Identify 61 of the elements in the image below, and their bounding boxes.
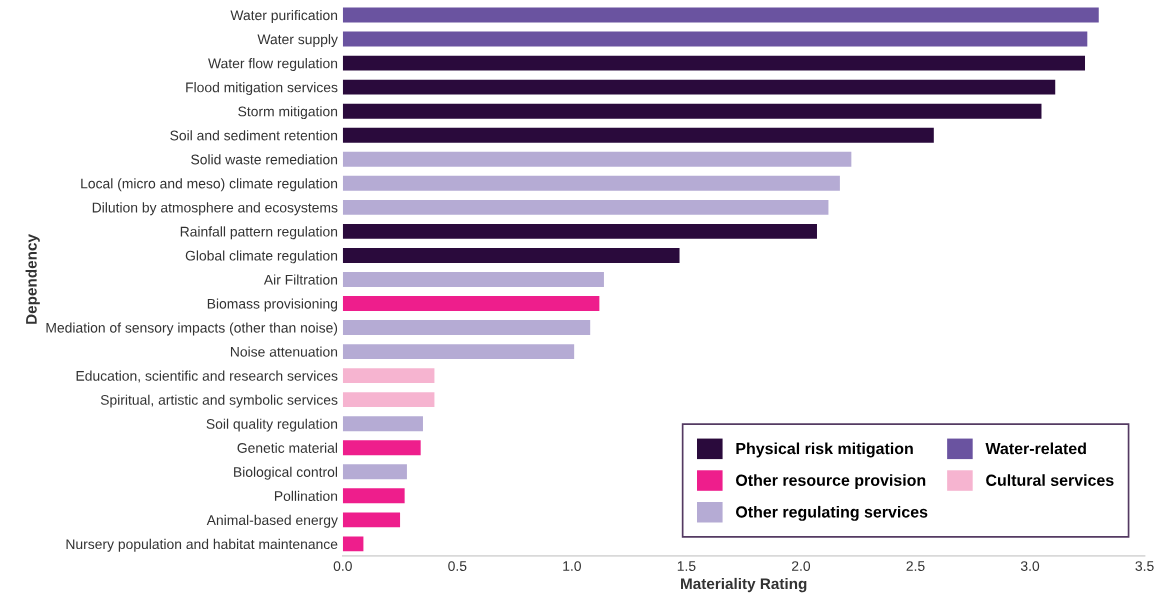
bar xyxy=(342,272,604,287)
y-tick-label: Global climate regulation xyxy=(185,250,338,264)
bar xyxy=(342,175,840,191)
y-tick-label: Air Filtration xyxy=(263,274,338,285)
y-tick-label: Dilution by atmosphere and ecosystems xyxy=(92,202,338,216)
y-tick-label: Soil quality regulation xyxy=(206,418,338,432)
y-tick-label: Nursery population and habitat maintenance xyxy=(66,538,338,552)
x-tick-label: 3.5 xyxy=(1135,561,1154,571)
y-tick-label: Water supply xyxy=(257,34,338,47)
x-axis-title: Materiality Rating xyxy=(681,577,807,593)
bar xyxy=(342,536,364,552)
bar xyxy=(342,199,829,215)
x-tick-label: 0.0 xyxy=(333,561,352,571)
bar xyxy=(342,55,1086,71)
bar xyxy=(342,79,1056,95)
bar xyxy=(342,103,1042,119)
y-tick-label: Local (micro and meso) climate regulation xyxy=(81,178,338,192)
legend-label: Water-related xyxy=(985,442,1086,455)
bar xyxy=(342,296,600,311)
bar xyxy=(342,320,591,335)
x-tick-label: 2.5 xyxy=(906,561,925,571)
x-tick-label: 1.5 xyxy=(677,561,696,571)
y-tick-label: Biomass provisioning xyxy=(207,298,338,312)
y-tick-label: Water flow regulation xyxy=(208,58,338,72)
x-tick-label: 1.0 xyxy=(563,561,581,571)
bar xyxy=(342,344,575,360)
legend-label: Physical risk mitigation xyxy=(736,442,913,458)
bar xyxy=(342,488,405,504)
legend-label: Other regulating services xyxy=(736,505,928,521)
bar xyxy=(342,7,1099,23)
y-tick-label: Pollination xyxy=(274,490,338,501)
bar xyxy=(342,31,1088,47)
bar xyxy=(342,127,934,143)
legend-label: Cultural services xyxy=(986,474,1114,486)
bar xyxy=(342,223,817,239)
y-tick-label: Rainfall pattern regulation xyxy=(180,226,338,240)
bar xyxy=(342,247,680,263)
y-tick-label: Animal-based energy xyxy=(206,514,338,528)
x-tick-label: 0.5 xyxy=(448,561,467,571)
y-tick-label: Biological control xyxy=(234,466,338,480)
y-tick-label: Soil and sediment retention xyxy=(170,130,338,141)
y-tick-label: Noise attenuation xyxy=(230,346,338,357)
x-tick-label: 2.0 xyxy=(792,561,811,571)
y-axis-title: Dependency xyxy=(25,234,40,324)
bar xyxy=(342,416,423,432)
x-tick-label: 3.0 xyxy=(1020,561,1040,571)
y-tick-label: Water purification xyxy=(230,9,338,23)
bar xyxy=(342,368,435,384)
y-tick-label: Genetic material xyxy=(237,442,338,453)
y-tick-label: Storm mitigation xyxy=(238,106,338,120)
bar xyxy=(342,151,852,167)
bar xyxy=(342,392,435,408)
y-tick-label: Education, scientific and research services xyxy=(76,370,338,383)
bar xyxy=(342,512,401,528)
y-tick-label: Mediation of sensory impacts (other than noise) xyxy=(46,322,338,336)
bar xyxy=(342,464,407,480)
y-tick-label: Flood mitigation services xyxy=(186,82,338,96)
y-tick-label: Solid waste remediation xyxy=(191,154,338,165)
bar xyxy=(342,440,421,456)
y-tick-label: Spiritual, artistic and symbolic services xyxy=(100,394,338,408)
legend-label: Other resource provision xyxy=(736,474,926,490)
